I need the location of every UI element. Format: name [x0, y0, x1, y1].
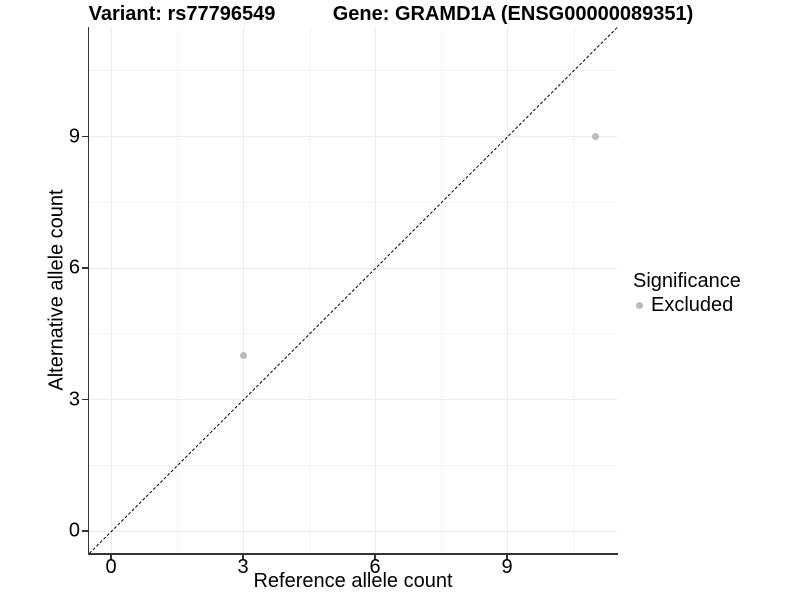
x-minor-gridline: [308, 27, 310, 553]
x-axis-tick: [110, 554, 112, 560]
x-axis-title: Reference allele count: [253, 570, 453, 592]
plot-title-variant: Variant: rs77796549: [88, 3, 276, 25]
x-axis-tick-label: 6: [369, 556, 381, 578]
y-axis-line: [87, 27, 89, 555]
y-major-gridline: [89, 267, 617, 269]
y-axis-tick: [82, 267, 88, 269]
y-minor-gridline: [89, 333, 617, 335]
legend-point-icon: [636, 301, 643, 309]
y-axis-tick-label: 6: [68, 256, 80, 279]
x-axis-tick-label: 9: [501, 556, 513, 578]
x-axis-tick: [506, 554, 508, 560]
x-axis-tick: [374, 554, 376, 560]
x-major-gridline: [506, 27, 508, 553]
data-point: [591, 133, 599, 141]
legend-item-label: Excluded: [651, 294, 734, 316]
y-major-gridline: [89, 136, 617, 138]
plot-title-gene: Gene: GRAMD1A (ENSG00000089351): [332, 3, 694, 25]
x-axis-tick-label: 3: [237, 556, 249, 578]
plot-panel: [89, 27, 618, 554]
y-minor-gridline: [89, 464, 617, 466]
y-axis-tick-label: 9: [68, 125, 80, 148]
identity-reference-line: [89, 27, 618, 554]
x-minor-gridline: [440, 27, 442, 553]
y-major-gridline: [89, 399, 617, 401]
x-axis-tick: [242, 554, 244, 560]
y-axis-tick: [82, 530, 88, 532]
y-axis-tick: [82, 398, 88, 401]
y-axis-title: Alternative allele count: [45, 189, 68, 391]
x-major-gridline: [374, 27, 376, 553]
y-major-gridline: [89, 530, 617, 532]
legend: Significance Excluded: [633, 270, 741, 316]
x-axis-line: [87, 553, 618, 555]
x-major-gridline: [242, 27, 244, 553]
x-axis-tick-label: 0: [105, 556, 117, 578]
x-minor-gridline: [572, 27, 574, 553]
legend-item-excluded: Excluded: [633, 294, 741, 316]
data-point: [239, 352, 247, 360]
y-axis-tick: [82, 135, 88, 138]
x-minor-gridline: [176, 27, 178, 553]
y-minor-gridline: [89, 201, 617, 203]
x-major-gridline: [110, 27, 112, 553]
y-axis-tick-label: 0: [68, 519, 80, 542]
y-axis-tick-label: 3: [68, 388, 80, 411]
legend-title: Significance: [633, 270, 741, 292]
y-minor-gridline: [89, 70, 617, 72]
